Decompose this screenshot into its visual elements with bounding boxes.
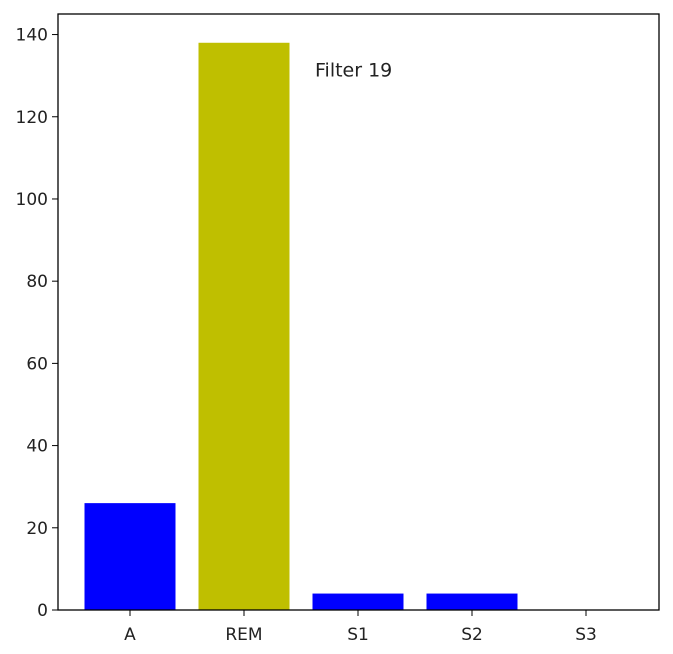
x-tick-label-s1: S1 — [347, 625, 369, 645]
bar-s2 — [426, 593, 518, 610]
x-tick-label-s3: S3 — [575, 625, 597, 645]
y-tick-label-120: 120 — [16, 108, 48, 128]
y-tick-label-40: 40 — [26, 437, 48, 457]
y-axis: 0 20 40 60 80 100 120 140 — [16, 26, 58, 621]
x-tick-label-rem: REM — [225, 625, 262, 645]
y-tick-label-100: 100 — [16, 190, 48, 210]
y-tick-label-20: 20 — [26, 519, 48, 539]
x-tick-label-a: A — [124, 625, 136, 645]
y-tick-label-0: 0 — [37, 601, 48, 621]
y-tick-label-140: 140 — [16, 26, 48, 46]
bars-group — [84, 42, 518, 611]
bar-rem — [198, 42, 290, 611]
x-tick-label-s2: S2 — [461, 625, 483, 645]
y-tick-label-60: 60 — [26, 354, 48, 374]
bar-a — [84, 503, 176, 610]
x-axis: A REM S1 S2 S3 — [124, 610, 597, 645]
y-tick-label-80: 80 — [26, 272, 48, 292]
bar-s1 — [312, 593, 404, 610]
chart-annotation: Filter 19 — [315, 60, 392, 82]
